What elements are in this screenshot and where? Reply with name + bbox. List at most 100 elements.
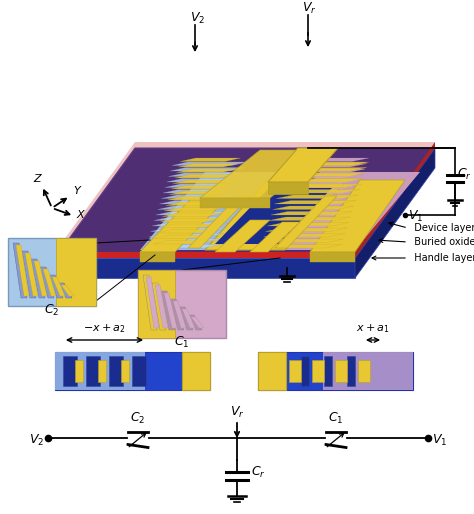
Polygon shape <box>164 293 177 328</box>
Polygon shape <box>140 200 225 252</box>
Polygon shape <box>152 283 166 330</box>
Polygon shape <box>269 217 351 221</box>
Polygon shape <box>55 258 355 278</box>
Polygon shape <box>288 186 360 189</box>
Bar <box>335 360 347 382</box>
Polygon shape <box>283 202 355 206</box>
Polygon shape <box>290 180 362 183</box>
Bar <box>8 238 96 306</box>
Polygon shape <box>310 252 355 262</box>
Polygon shape <box>285 168 367 171</box>
Polygon shape <box>154 217 229 221</box>
Bar <box>109 356 123 386</box>
Bar <box>121 360 129 382</box>
Bar <box>55 352 210 390</box>
Bar <box>63 356 77 386</box>
Polygon shape <box>16 245 29 296</box>
Polygon shape <box>158 224 219 228</box>
Polygon shape <box>13 243 27 298</box>
Polygon shape <box>140 252 175 262</box>
Bar <box>132 356 146 386</box>
Text: Buried oxide layer: Buried oxide layer <box>408 237 474 247</box>
Bar <box>358 360 370 382</box>
Polygon shape <box>31 259 45 298</box>
Polygon shape <box>275 196 337 248</box>
Polygon shape <box>155 285 168 328</box>
Polygon shape <box>170 168 246 171</box>
Polygon shape <box>152 223 228 226</box>
Polygon shape <box>188 196 250 248</box>
Polygon shape <box>160 218 221 222</box>
Polygon shape <box>278 190 360 193</box>
Polygon shape <box>55 148 435 258</box>
Polygon shape <box>171 186 232 189</box>
Polygon shape <box>61 285 74 296</box>
Polygon shape <box>174 174 235 178</box>
Polygon shape <box>147 239 222 243</box>
Polygon shape <box>283 173 365 176</box>
Polygon shape <box>155 235 215 238</box>
Polygon shape <box>274 200 356 204</box>
Bar <box>312 360 324 382</box>
Text: $C_r$: $C_r$ <box>251 465 266 480</box>
Text: Handle layer: Handle layer <box>408 253 474 263</box>
Text: $C_r$: $C_r$ <box>457 167 472 182</box>
Polygon shape <box>161 291 175 330</box>
Polygon shape <box>43 269 56 296</box>
Text: $C_2$: $C_2$ <box>130 411 146 426</box>
Polygon shape <box>40 267 54 298</box>
Polygon shape <box>284 196 356 200</box>
Bar <box>86 356 100 386</box>
Polygon shape <box>271 211 353 215</box>
Polygon shape <box>270 241 342 244</box>
Polygon shape <box>150 228 226 231</box>
Bar <box>75 360 83 382</box>
Bar <box>56 238 96 306</box>
Polygon shape <box>146 277 159 328</box>
Polygon shape <box>191 317 204 328</box>
Polygon shape <box>170 299 184 330</box>
Polygon shape <box>166 178 242 182</box>
Polygon shape <box>355 142 435 258</box>
Polygon shape <box>25 253 38 296</box>
Text: $V_r$: $V_r$ <box>230 405 244 420</box>
Polygon shape <box>205 182 345 250</box>
Polygon shape <box>159 200 235 204</box>
Polygon shape <box>273 206 355 210</box>
Polygon shape <box>149 233 224 237</box>
Polygon shape <box>157 206 233 210</box>
Polygon shape <box>188 315 202 330</box>
Bar <box>258 352 286 390</box>
Polygon shape <box>265 228 347 231</box>
Polygon shape <box>268 148 338 182</box>
Bar <box>289 360 301 382</box>
Polygon shape <box>287 162 369 166</box>
Text: $C_1$: $C_1$ <box>328 411 344 426</box>
Polygon shape <box>176 169 237 173</box>
Text: $V_2$: $V_2$ <box>29 432 44 448</box>
Polygon shape <box>273 229 346 233</box>
Polygon shape <box>173 180 233 183</box>
Polygon shape <box>264 233 346 237</box>
Polygon shape <box>310 180 405 252</box>
Polygon shape <box>22 251 36 298</box>
Polygon shape <box>279 213 351 216</box>
Polygon shape <box>55 252 355 258</box>
Polygon shape <box>281 208 353 211</box>
Text: $C_1$: $C_1$ <box>174 335 190 350</box>
Text: Device layer: Device layer <box>408 223 474 233</box>
Text: $V_2$: $V_2$ <box>190 11 205 26</box>
Polygon shape <box>282 178 364 182</box>
Text: $X$: $X$ <box>76 208 86 220</box>
Polygon shape <box>280 184 362 188</box>
Polygon shape <box>200 150 330 198</box>
Polygon shape <box>172 162 247 166</box>
Polygon shape <box>297 158 369 161</box>
Text: $Y$: $Y$ <box>73 184 82 196</box>
Polygon shape <box>200 198 270 208</box>
Polygon shape <box>49 275 63 298</box>
Polygon shape <box>268 182 308 194</box>
Polygon shape <box>276 195 358 198</box>
Text: $V_1$: $V_1$ <box>432 432 447 448</box>
Polygon shape <box>173 301 186 328</box>
